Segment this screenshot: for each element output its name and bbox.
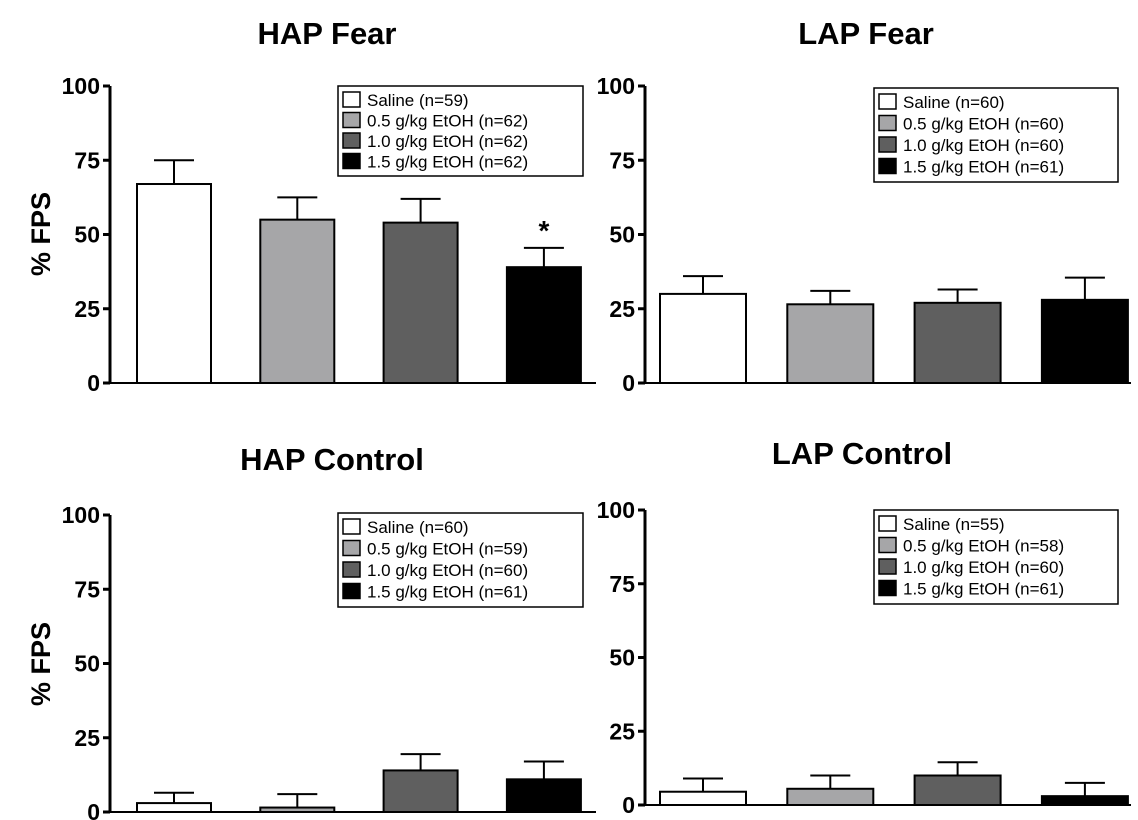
legend-label: 0.5 g/kg EtOH (n=58) xyxy=(903,537,1064,556)
legend-label: 1.5 g/kg EtOH (n=61) xyxy=(367,583,528,602)
legend-swatch xyxy=(342,132,361,149)
y-tick-label: 50 xyxy=(74,651,100,677)
chart-title: HAP Fear xyxy=(258,16,397,51)
y-tick-label: 75 xyxy=(74,576,100,602)
y-axis-label: % FPS xyxy=(26,192,56,276)
legend-box xyxy=(873,87,1119,183)
y-tick-label: 25 xyxy=(609,296,635,322)
bar xyxy=(382,221,459,384)
bar xyxy=(505,778,582,814)
legend-label: 1.0 g/kg EtOH (n=62) xyxy=(367,132,528,151)
y-tick-label: 0 xyxy=(622,792,635,818)
legend-swatch xyxy=(878,93,897,110)
bar xyxy=(136,802,212,814)
legend-label: Saline (n=59) xyxy=(367,91,469,110)
bar xyxy=(382,769,459,813)
chart-panel: HAP Control % FPS 0 25 50 75 100 Saline (n=60) 0… xyxy=(26,442,596,820)
chart-title: LAP Fear xyxy=(798,16,934,51)
legend-swatch xyxy=(342,91,361,108)
bar xyxy=(259,806,336,813)
bar xyxy=(659,292,747,384)
y-tick-label: 25 xyxy=(609,718,635,744)
bar xyxy=(786,787,875,807)
legend-swatch xyxy=(342,582,361,600)
legend-swatch xyxy=(342,539,361,557)
legend-swatch xyxy=(878,536,897,554)
bar xyxy=(1040,298,1129,384)
y-tick-label: 75 xyxy=(609,571,635,597)
chart-title: LAP Control xyxy=(772,436,952,471)
bar xyxy=(136,183,212,384)
y-tick-label: 50 xyxy=(609,645,635,671)
legend-label: 0.5 g/kg EtOH (n=60) xyxy=(903,115,1064,134)
y-tick-label: 75 xyxy=(609,147,635,173)
y-tick-label: 100 xyxy=(62,73,100,99)
y-tick-label: 75 xyxy=(74,147,100,173)
legend-box xyxy=(873,509,1119,605)
legend-swatch xyxy=(878,114,897,132)
legend-label: 1.5 g/kg EtOH (n=61) xyxy=(903,158,1064,177)
y-tick-label: 0 xyxy=(87,370,100,396)
bar xyxy=(659,790,747,806)
y-tick-label: 100 xyxy=(597,73,635,99)
y-axis-label: % FPS xyxy=(26,622,56,706)
legend-swatch xyxy=(342,152,361,170)
legend-swatch xyxy=(878,515,897,532)
y-tick-label: 100 xyxy=(62,502,100,528)
legend-box xyxy=(337,85,584,177)
y-tick-label: 100 xyxy=(597,497,635,523)
legend-box xyxy=(337,512,584,608)
y-tick-label: 0 xyxy=(622,370,635,396)
bar xyxy=(505,266,582,385)
legend-label: 1.5 g/kg EtOH (n=61) xyxy=(903,580,1064,599)
significance-marker: * xyxy=(538,215,549,246)
bar xyxy=(913,774,1002,806)
legend-label: 1.0 g/kg EtOH (n=60) xyxy=(903,136,1064,155)
y-tick-label: 0 xyxy=(87,799,100,820)
y-tick-label: 50 xyxy=(609,222,635,248)
legend-label: 0.5 g/kg EtOH (n=62) xyxy=(367,112,528,131)
legend-swatch xyxy=(878,579,897,597)
legend-swatch xyxy=(342,111,361,129)
legend-swatch xyxy=(342,561,361,578)
chart-panel: LAP Fear 0 25 50 75 100 Saline (n=60) 0.5 g/kg … xyxy=(597,16,1131,396)
legend-label: Saline (n=60) xyxy=(903,93,1005,112)
legend-label: 1.5 g/kg EtOH (n=62) xyxy=(367,153,528,172)
y-tick-label: 25 xyxy=(74,725,100,751)
legend-swatch xyxy=(878,558,897,575)
legend-label: 1.0 g/kg EtOH (n=60) xyxy=(903,558,1064,577)
bar xyxy=(1040,795,1129,807)
legend-swatch xyxy=(878,136,897,153)
chart-panel: LAP Control 0 25 50 75 100 Saline (n=55) 0.5 g/… xyxy=(597,436,1131,818)
y-tick-label: 25 xyxy=(74,296,100,322)
bar xyxy=(913,301,1002,384)
legend-label: Saline (n=60) xyxy=(367,518,469,537)
legend-label: 0.5 g/kg EtOH (n=59) xyxy=(367,540,528,559)
bar xyxy=(786,303,875,385)
legend-swatch xyxy=(878,157,897,175)
chart-panel: HAP Fear % FPS 0 25 50 75 100 * Saline (n=59) 0.5… xyxy=(26,16,596,396)
legend-label: Saline (n=55) xyxy=(903,515,1005,534)
legend-label: 1.0 g/kg EtOH (n=60) xyxy=(367,561,528,580)
bar xyxy=(259,218,336,384)
chart-title: HAP Control xyxy=(240,442,424,477)
y-tick-label: 50 xyxy=(74,222,100,248)
legend-swatch xyxy=(342,518,361,535)
